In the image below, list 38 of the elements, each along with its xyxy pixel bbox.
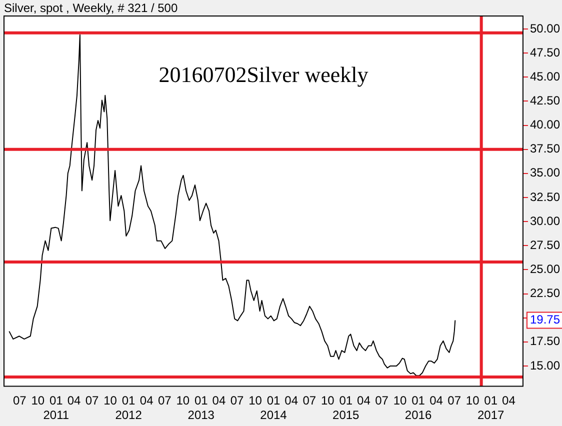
x-tick-label: 07 [12,394,27,408]
y-tick-label: 15.00 [530,358,560,372]
x-tick-label: 04 [502,394,516,408]
y-tick-label: 27.50 [530,238,560,252]
x-tick-label: 04 [430,394,444,408]
y-tick-label: 22.50 [530,286,560,300]
x-tick-label: 07 [448,394,462,408]
y-tick-label: 17.50 [530,334,560,348]
text: 19.75 [530,312,560,327]
y-tick-label: 42.50 [530,94,560,108]
y-tick-label: 45.00 [530,69,560,84]
chart-title: Silver, spot , Weekly, # 321 / 500 [4,1,178,15]
x-tick-label: 07 [158,394,172,408]
y-tick-label: 37.50 [530,142,560,156]
x-tick-label: 10 [31,394,45,408]
y-tick-label: 40.00 [530,118,560,132]
x-tick-label: 04 [212,394,226,408]
x-tick-label: 10 [393,394,408,408]
annotation: 20160702Silver weekly [158,62,368,87]
x-tick-label: 10 [176,394,190,408]
x-tick-label: 07 [375,394,389,408]
x-tick-label: 04 [284,394,298,408]
x-tick-label: 10 [320,394,335,408]
x-tick-label: 04 [140,394,154,408]
y-tick-label: 30.00 [530,214,560,228]
x-tick-label: 10 [466,394,480,408]
x-tick-label: 07 [230,394,244,408]
x-tick-label: 10 [104,394,118,408]
y-tick-label: 50.00 [530,21,560,36]
y-tick-label: 47.50 [530,45,560,60]
x-tick-label: 07 [85,394,100,408]
x-tick-label: 10 [248,394,262,408]
x-tick-label: 07 [302,394,316,408]
y-tick-label: 32.50 [530,190,560,204]
x-tick-label: 04 [357,394,371,408]
y-tick-label: 35.00 [530,166,560,180]
y-tick-label: 25.00 [530,262,560,276]
x-tick-label: 04 [67,394,81,408]
